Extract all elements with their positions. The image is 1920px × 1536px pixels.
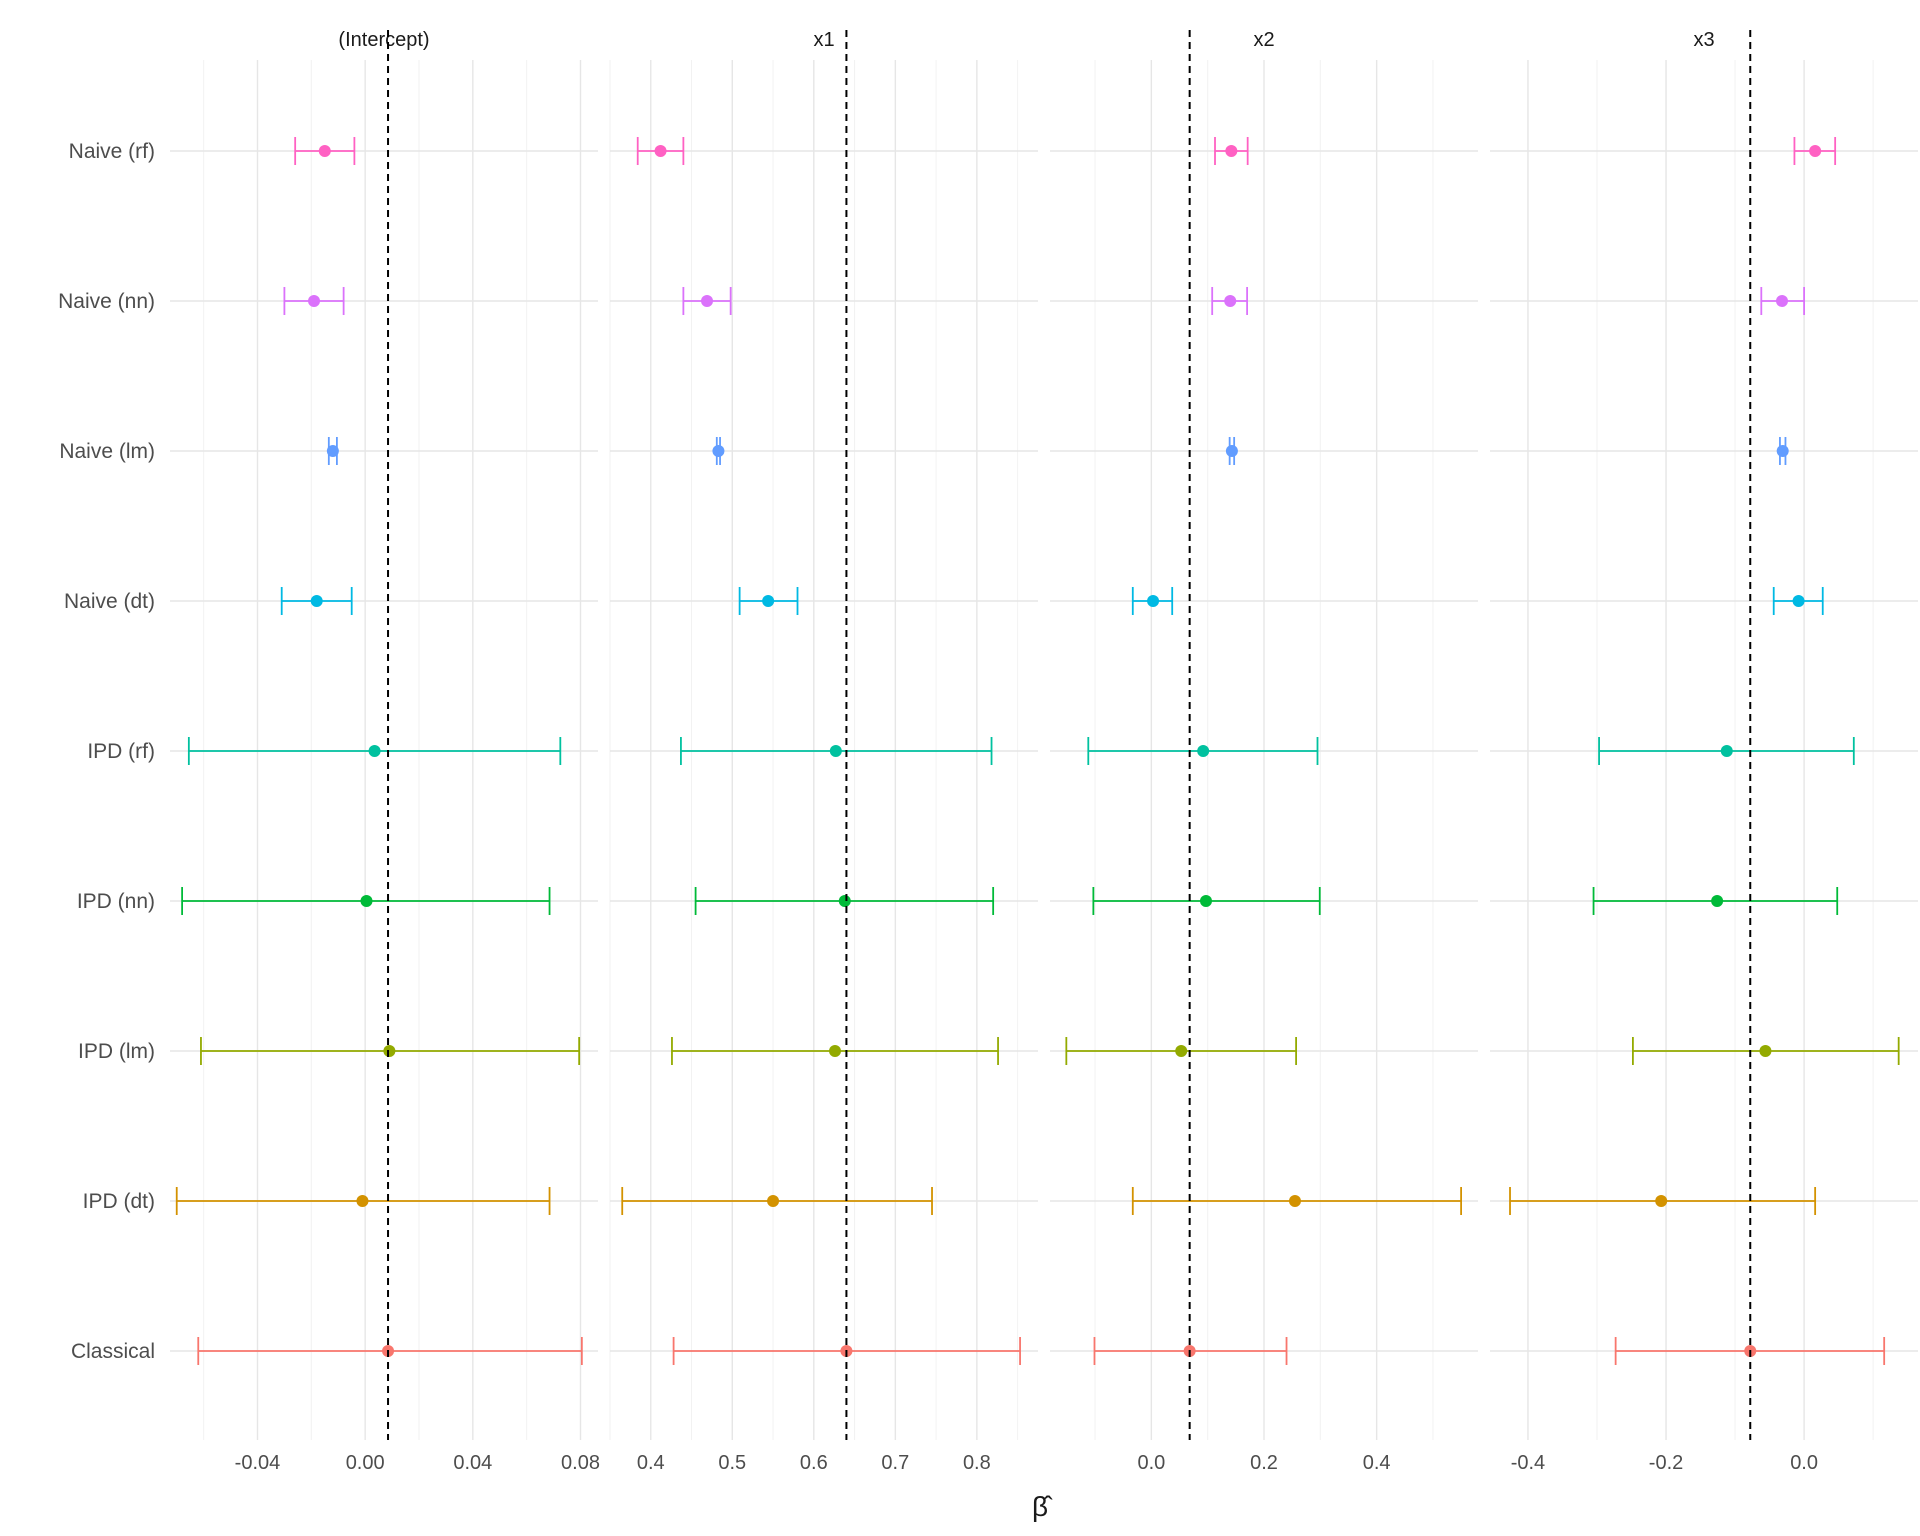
- category-label: Classical: [71, 1340, 155, 1363]
- facet-panel: (Intercept) -0.04 0.00 0.04 0.08: [170, 29, 600, 1474]
- x-tick-label: 0.4: [1363, 1452, 1391, 1474]
- estimate-point: [1776, 295, 1789, 307]
- facet-panel: x2 0.0 0.2 0.4: [1050, 29, 1478, 1474]
- x-tick-label: 0.4: [637, 1452, 665, 1474]
- estimate-point: [838, 895, 851, 907]
- category-label: Naive (dt): [64, 590, 155, 613]
- x-tick-label: 0.7: [881, 1452, 909, 1474]
- estimate-point: [368, 745, 381, 757]
- x-tick-label: -0.04: [235, 1452, 281, 1474]
- estimate-point: [356, 1195, 369, 1207]
- estimate-point: [1720, 745, 1733, 757]
- estimate-point: [762, 595, 775, 607]
- facet-panels: (Intercept) -0.04 0.00 0.04 0.08 x1 0.4 0.5 0.6 0…: [170, 29, 1918, 1474]
- category-labels: Naive (rf) Naive (nn) Naive (lm) Naive (dt)…: [58, 140, 155, 1363]
- x-tick-label: 0.5: [718, 1452, 746, 1474]
- facet-title: x3: [1693, 29, 1714, 51]
- estimate-point: [712, 445, 725, 457]
- x-tick-label: -0.4: [1511, 1452, 1545, 1474]
- estimate-point: [829, 1045, 842, 1057]
- x-tick-label: 0.8: [963, 1452, 991, 1474]
- estimate-point: [1225, 145, 1238, 157]
- estimate-point: [326, 445, 339, 457]
- estimate-point: [1225, 445, 1238, 457]
- facet-title: x2: [1253, 29, 1274, 51]
- x-tick-label: 0.0: [1790, 1452, 1818, 1474]
- category-label: Naive (rf): [69, 140, 155, 163]
- facet-title: x1: [813, 29, 834, 51]
- estimate-point: [1199, 895, 1212, 907]
- x-tick-label: 0.0: [1137, 1452, 1165, 1474]
- estimate-point: [318, 145, 331, 157]
- estimate-point: [308, 295, 321, 307]
- estimate-point: [1224, 295, 1237, 307]
- facet-panel: x3 -0.4 -0.2 0.0: [1490, 29, 1918, 1474]
- estimate-point: [1809, 145, 1822, 157]
- x-tick-label: 0.08: [561, 1452, 600, 1474]
- estimate-point: [1711, 895, 1724, 907]
- estimate-point: [1792, 595, 1805, 607]
- x-tick-label: 0.04: [453, 1452, 492, 1474]
- category-label: Naive (lm): [59, 440, 155, 463]
- x-tick-label: 0.2: [1250, 1452, 1278, 1474]
- x-tick-label: 0.00: [346, 1452, 385, 1474]
- estimate-point: [829, 745, 842, 757]
- estimate-point: [701, 295, 714, 307]
- estimate-point: [1175, 1045, 1188, 1057]
- category-label: Naive (nn): [58, 290, 155, 313]
- estimate-point: [1655, 1195, 1668, 1207]
- category-label: IPD (nn): [77, 890, 155, 913]
- x-tick-label: -0.2: [1649, 1452, 1683, 1474]
- estimate-point: [1147, 595, 1160, 607]
- estimate-point: [360, 895, 373, 907]
- estimate-point: [1288, 1195, 1301, 1207]
- estimate-point: [310, 595, 323, 607]
- estimate-point: [383, 1045, 396, 1057]
- category-label: IPD (lm): [78, 1040, 155, 1063]
- estimate-point: [1776, 445, 1789, 457]
- estimate-point: [767, 1195, 780, 1207]
- x-axis-title: β̂: [1032, 1491, 1053, 1522]
- facet-panel: x1 0.4 0.5 0.6 0.7 0.8: [609, 29, 1038, 1474]
- category-label: IPD (dt): [83, 1190, 155, 1213]
- x-tick-label: 0.6: [800, 1452, 828, 1474]
- facet-title: (Intercept): [338, 29, 429, 51]
- estimate-point: [1759, 1045, 1772, 1057]
- category-label: IPD (rf): [87, 740, 155, 763]
- estimate-point: [654, 145, 667, 157]
- estimate-point: [1197, 745, 1210, 757]
